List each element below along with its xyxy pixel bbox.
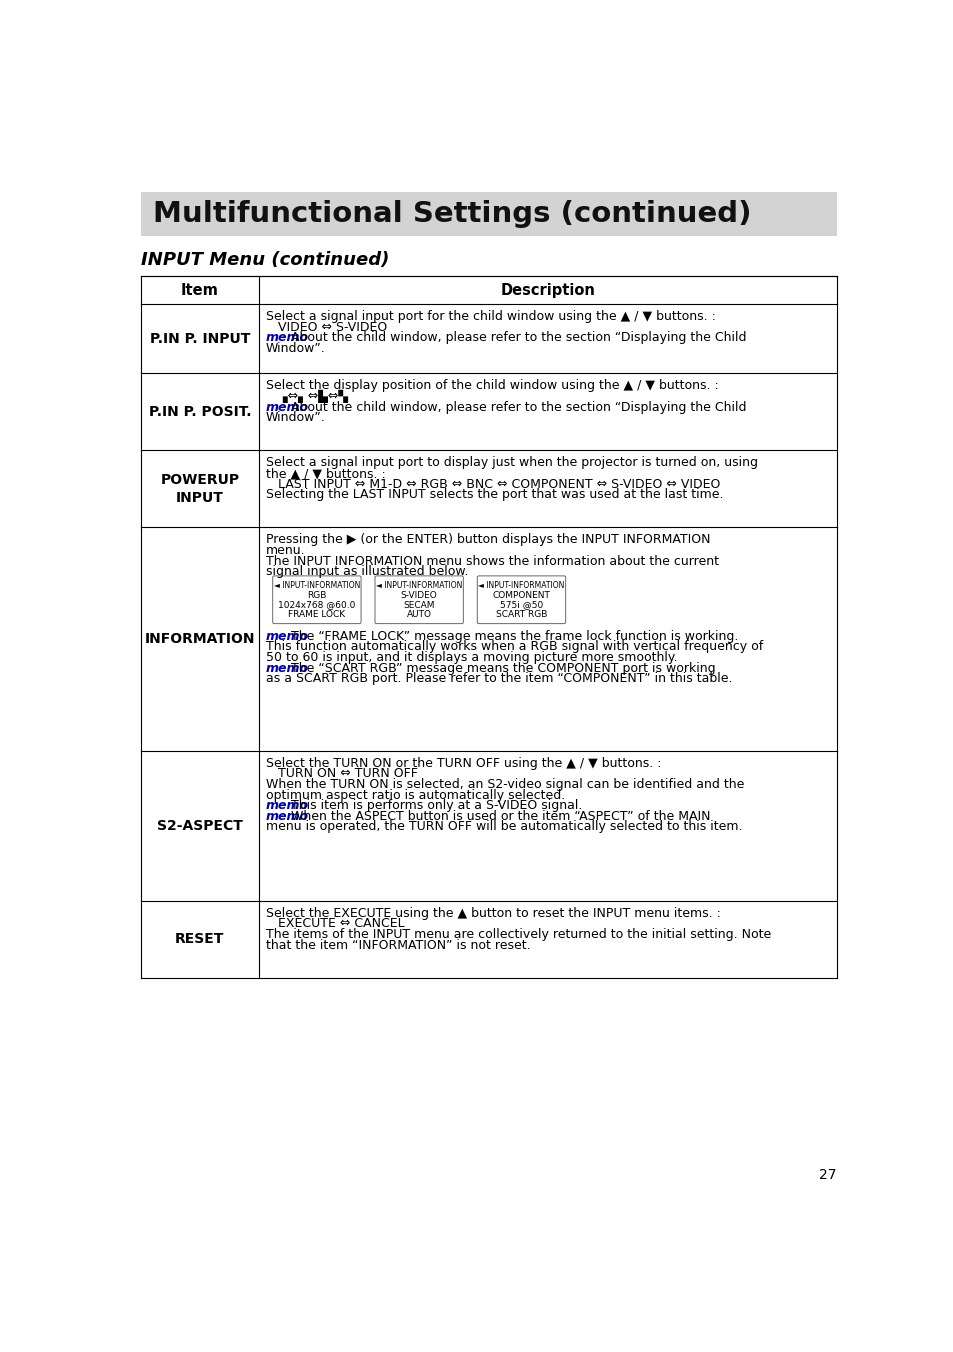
Text: VIDEO ⇔ S-VIDEO: VIDEO ⇔ S-VIDEO <box>266 320 387 334</box>
Text: EXECUTE ⇔ CANCEL: EXECUTE ⇔ CANCEL <box>266 918 404 930</box>
Text: memo: memo <box>266 661 309 675</box>
Text: the ▲ / ▼ buttons. :: the ▲ / ▼ buttons. : <box>266 466 385 480</box>
Text: Multifunctional Settings (continued): Multifunctional Settings (continued) <box>153 200 751 228</box>
Text: memo: memo <box>266 810 309 823</box>
Text: Window”.: Window”. <box>266 342 325 356</box>
Text: INFORMATION: INFORMATION <box>145 631 254 646</box>
Text: P.IN P. INPUT: P.IN P. INPUT <box>150 331 250 346</box>
Text: This function automatically works when a RGB signal with vertical frequency of: This function automatically works when a… <box>266 641 762 653</box>
Text: memo: memo <box>266 799 309 813</box>
Text: Select the TURN ON or the TURN OFF using the ▲ / ▼ buttons. :: Select the TURN ON or the TURN OFF using… <box>266 757 660 769</box>
Text: POWERUP
INPUT: POWERUP INPUT <box>160 472 239 504</box>
Text: menu is operated, the TURN OFF will be automatically selected to this item.: menu is operated, the TURN OFF will be a… <box>266 821 741 833</box>
Text: TURN ON ⇔ TURN OFF: TURN ON ⇔ TURN OFF <box>266 768 417 780</box>
Text: menu.: menu. <box>266 544 305 557</box>
Text: 1024x768 @60.0: 1024x768 @60.0 <box>278 600 355 610</box>
Text: Selecting the LAST INPUT selects the port that was used at the last time.: Selecting the LAST INPUT selects the por… <box>266 488 722 502</box>
Text: P.IN P. POSIT.: P.IN P. POSIT. <box>149 404 251 419</box>
Text: Window”.: Window”. <box>266 411 325 425</box>
Text: RESET: RESET <box>175 932 224 946</box>
Text: When the ASPECT button is used or the item “ASPECT” of the MAIN: When the ASPECT button is used or the it… <box>287 810 710 823</box>
Text: The INPUT INFORMATION menu shows the information about the current: The INPUT INFORMATION menu shows the inf… <box>266 554 718 568</box>
FancyBboxPatch shape <box>375 576 463 623</box>
Text: FRAME LOCK: FRAME LOCK <box>288 610 345 619</box>
Text: ▗⇔▖⇔▙⇔▚: ▗⇔▖⇔▙⇔▚ <box>266 389 347 403</box>
Text: AUTO: AUTO <box>406 610 431 619</box>
Text: When the TURN ON is selected, an S2-video signal can be identified and the: When the TURN ON is selected, an S2-vide… <box>266 777 743 791</box>
Text: INPUT Menu (continued): INPUT Menu (continued) <box>141 250 389 269</box>
Text: Description: Description <box>500 283 595 297</box>
Text: S2-ASPECT: S2-ASPECT <box>156 818 242 833</box>
Text: Item: Item <box>181 283 218 297</box>
Text: ◄ INPUT-INFORMATION: ◄ INPUT-INFORMATION <box>375 581 462 591</box>
Text: memo: memo <box>266 400 309 414</box>
Text: This item is performs only at a S-VIDEO signal.: This item is performs only at a S-VIDEO … <box>287 799 582 813</box>
Text: Pressing the ▶ (or the ENTER) button displays the INPUT INFORMATION: Pressing the ▶ (or the ENTER) button dis… <box>266 534 709 546</box>
Text: memo: memo <box>266 630 309 642</box>
Text: signal input as illustrated below.: signal input as illustrated below. <box>266 565 468 579</box>
Text: Select a signal input port for the child window using the ▲ / ▼ buttons. :: Select a signal input port for the child… <box>266 310 715 323</box>
Text: ◄ INPUT-INFORMATION: ◄ INPUT-INFORMATION <box>477 581 564 591</box>
Text: LAST INPUT ⇔ M1-D ⇔ RGB ⇔ BNC ⇔ COMPONENT ⇔ S-VIDEO ⇔ VIDEO: LAST INPUT ⇔ M1-D ⇔ RGB ⇔ BNC ⇔ COMPONEN… <box>266 477 720 491</box>
Text: S-VIDEO: S-VIDEO <box>400 591 437 600</box>
Bar <box>141 192 836 237</box>
Text: SECAM: SECAM <box>403 600 435 610</box>
Text: Select a signal input port to display just when the projector is turned on, usin: Select a signal input port to display ju… <box>266 457 757 469</box>
Text: optimum aspect ratio is automatically selected.: optimum aspect ratio is automatically se… <box>266 788 564 802</box>
Text: 575i @50: 575i @50 <box>499 600 542 610</box>
Text: ◄ INPUT-INFORMATION: ◄ INPUT-INFORMATION <box>274 581 359 591</box>
Text: RGB: RGB <box>307 591 326 600</box>
Text: COMPONENT: COMPONENT <box>492 591 550 600</box>
Text: About the child window, please refer to the section “Displaying the Child: About the child window, please refer to … <box>287 331 746 345</box>
Text: 27: 27 <box>819 1168 836 1182</box>
Text: The “FRAME LOCK” message means the frame lock function is working.: The “FRAME LOCK” message means the frame… <box>287 630 738 642</box>
Text: 50 to 60 is input, and it displays a moving picture more smoothly.: 50 to 60 is input, and it displays a mov… <box>266 652 677 664</box>
Text: memo: memo <box>266 331 309 345</box>
Text: SCART RGB: SCART RGB <box>496 610 547 619</box>
Text: Select the EXECUTE using the ▲ button to reset the INPUT menu items. :: Select the EXECUTE using the ▲ button to… <box>266 907 720 919</box>
Text: The items of the INPUT menu are collectively returned to the initial setting. No: The items of the INPUT menu are collecti… <box>266 927 770 941</box>
Text: as a SCART RGB port. Please refer to the item “COMPONENT” in this table.: as a SCART RGB port. Please refer to the… <box>266 672 732 685</box>
Text: Select the display position of the child window using the ▲ / ▼ buttons. :: Select the display position of the child… <box>266 380 718 392</box>
Text: About the child window, please refer to the section “Displaying the Child: About the child window, please refer to … <box>287 400 746 414</box>
Text: The “SCART RGB” message means the COMPONENT port is working: The “SCART RGB” message means the COMPON… <box>287 661 716 675</box>
FancyBboxPatch shape <box>273 576 360 623</box>
Text: that the item “INFORMATION” is not reset.: that the item “INFORMATION” is not reset… <box>266 938 530 952</box>
FancyBboxPatch shape <box>476 576 565 623</box>
